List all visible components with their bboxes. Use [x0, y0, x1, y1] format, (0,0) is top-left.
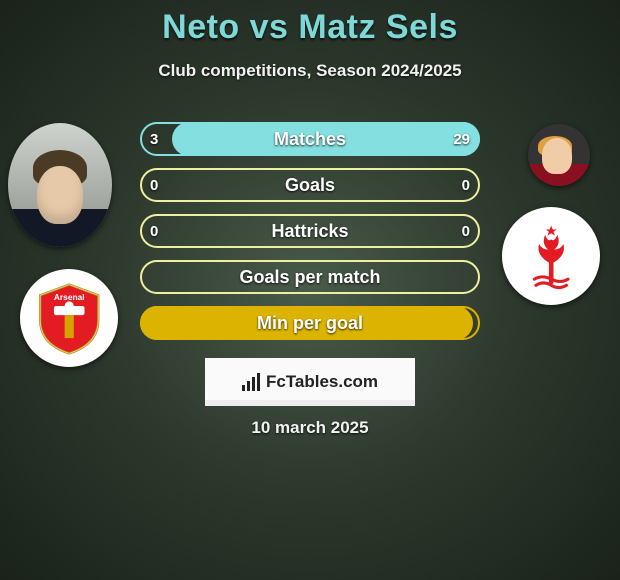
bar-label: Matches	[140, 122, 480, 156]
svg-text:Arsenal: Arsenal	[54, 292, 85, 302]
player2-face	[542, 138, 572, 174]
watermark-badge: FcTables.com	[205, 358, 415, 406]
bar-value-p2: 29	[453, 122, 470, 156]
watermark-text: FcTables.com	[266, 372, 378, 392]
bar-value-p1: 0	[150, 168, 158, 202]
bar-value-p2: 0	[462, 168, 470, 202]
nottingham-forest-crest-icon	[513, 218, 589, 294]
stat-row: Hattricks0 0	[140, 214, 480, 248]
player1-face	[37, 166, 83, 224]
content-root: Neto vs Matz Sels Club competitions, Sea…	[0, 0, 620, 580]
date-text: 10 march 2025	[0, 418, 620, 438]
page-subtitle: Club competitions, Season 2024/2025	[0, 61, 620, 81]
bar-chart-icon	[242, 373, 260, 391]
arsenal-crest-icon: Arsenal	[31, 280, 107, 356]
stat-row: Min per goal	[140, 306, 480, 340]
bar-label: Min per goal	[140, 306, 480, 340]
player1-avatar	[8, 123, 112, 247]
bar-label: Hattricks	[140, 214, 480, 248]
bar-value-p2: 0	[462, 214, 470, 248]
stat-row: Goals per match	[140, 260, 480, 294]
bar-value-p1: 3	[150, 122, 158, 156]
page-title: Neto vs Matz Sels	[0, 0, 620, 47]
stat-row: Goals0 0	[140, 168, 480, 202]
player1-club-crest: Arsenal	[20, 269, 118, 367]
bar-value-p1: 0	[150, 214, 158, 248]
stats-bars: Matches329Goals00Hattricks00Goals per ma…	[140, 122, 480, 352]
player2-club-crest	[502, 207, 600, 305]
bar-label: Goals per match	[140, 260, 480, 294]
bar-label: Goals	[140, 168, 480, 202]
stat-row: Matches3 29	[140, 122, 480, 156]
player2-avatar	[528, 124, 590, 186]
